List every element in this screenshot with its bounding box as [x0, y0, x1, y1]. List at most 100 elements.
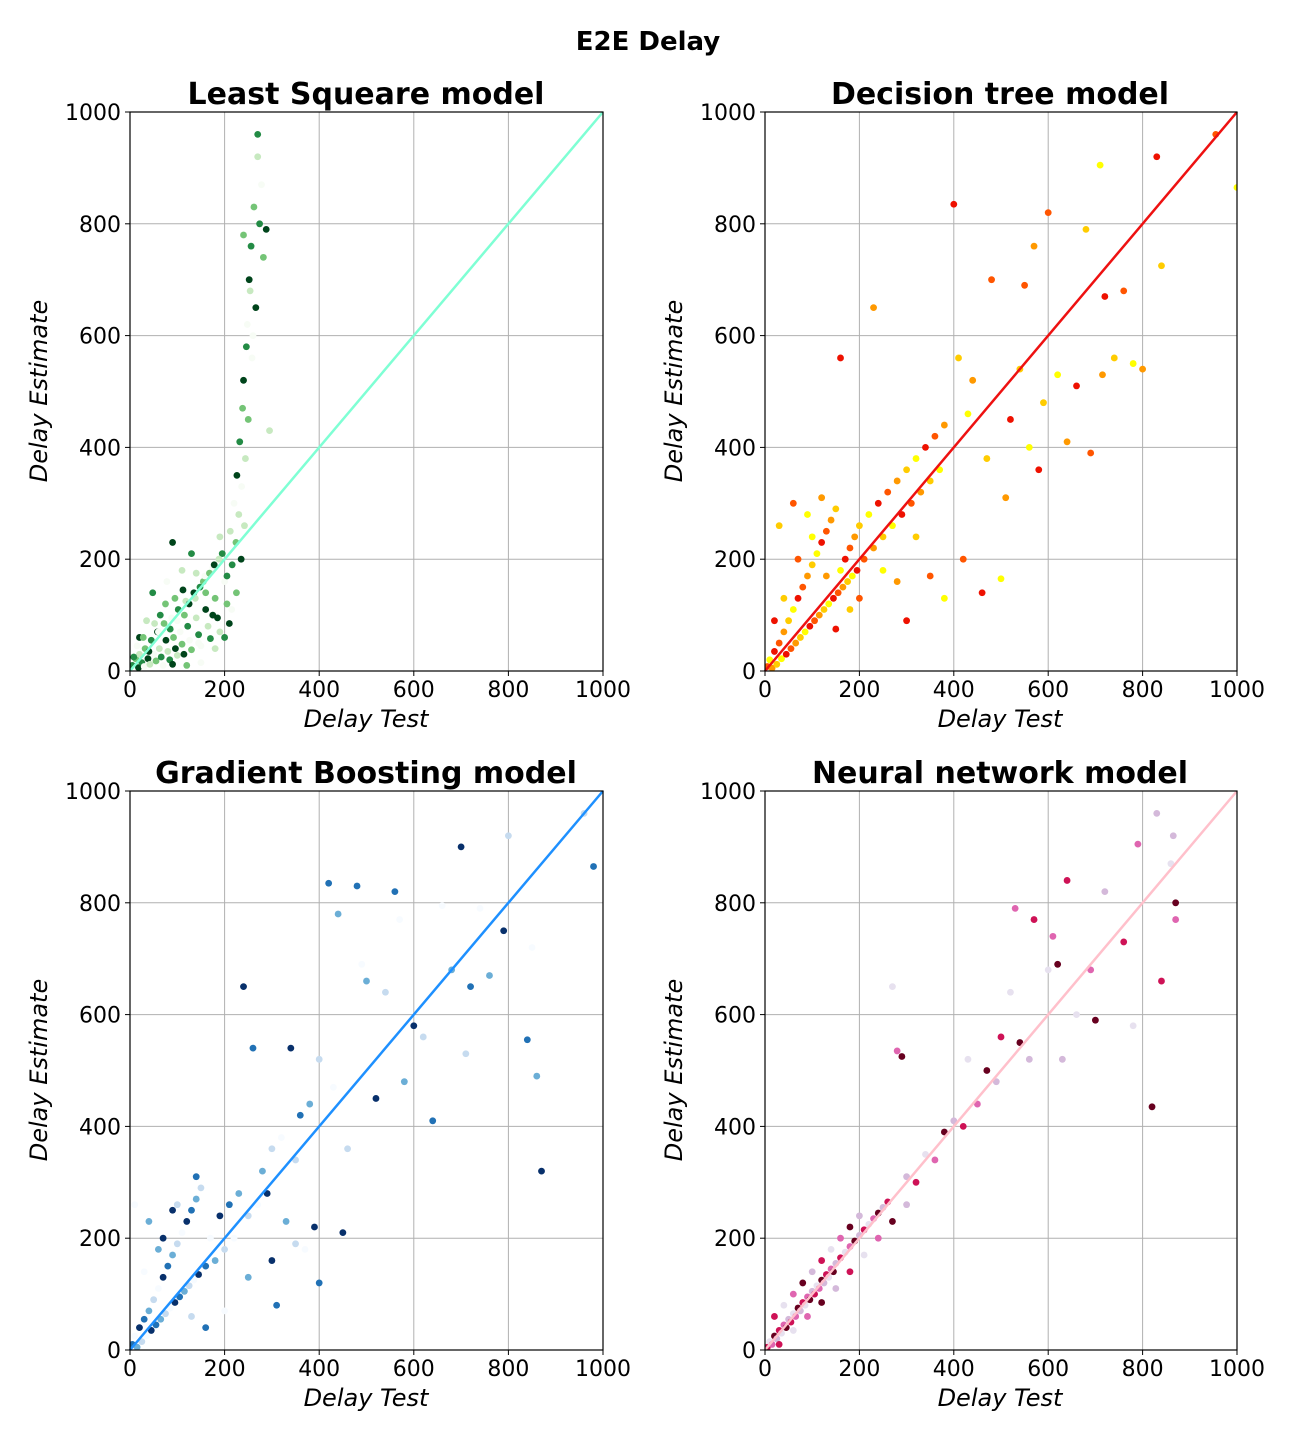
- data-point: [236, 438, 244, 446]
- data-point: [131, 1332, 139, 1340]
- data-point: [266, 427, 273, 435]
- y-tick-label: 1000: [700, 101, 756, 126]
- data-point: [176, 628, 184, 636]
- data-point: [780, 1301, 788, 1309]
- data-point: [1025, 1055, 1033, 1063]
- data-point: [983, 455, 991, 462]
- data-point: [162, 600, 169, 608]
- data-point: [789, 1327, 797, 1334]
- data-point: [144, 655, 152, 663]
- data-point: [1139, 365, 1146, 373]
- data-point: [959, 1123, 967, 1130]
- data-point: [1021, 281, 1028, 289]
- data-point: [226, 527, 234, 535]
- y-tick-label: 1000: [65, 101, 121, 126]
- data-point: [1007, 988, 1014, 996]
- data-point: [221, 1245, 229, 1253]
- data-point: [221, 578, 229, 585]
- y-tick-label: 600: [79, 1004, 121, 1029]
- y-tick-label: 0: [107, 660, 121, 685]
- data-point: [780, 628, 788, 636]
- axes-frame: [764, 111, 1238, 672]
- data-point: [839, 583, 847, 591]
- data-point: [164, 1262, 172, 1270]
- data-point: [818, 1299, 826, 1306]
- data-point: [903, 617, 910, 625]
- data-point: [248, 354, 256, 362]
- data-point: [237, 555, 245, 563]
- data-point: [178, 566, 186, 574]
- data-point: [1101, 293, 1109, 300]
- data-point: [1007, 416, 1014, 423]
- data-point: [438, 902, 446, 909]
- data-point: [822, 572, 830, 580]
- data-point: [215, 555, 223, 563]
- identity-line: [129, 790, 604, 1351]
- x-tick-label: 0: [758, 1357, 772, 1382]
- data-point: [145, 1218, 153, 1225]
- data-point: [1044, 209, 1052, 217]
- data-point: [1044, 966, 1052, 974]
- data-point: [955, 354, 962, 362]
- scatter-points: [130, 809, 597, 1350]
- x-tick-label: 0: [123, 1357, 137, 1382]
- data-point: [247, 242, 255, 250]
- data-point: [221, 1307, 229, 1315]
- data-point: [988, 276, 995, 284]
- data-point: [179, 586, 187, 594]
- data-point: [259, 1167, 266, 1175]
- data-point: [1110, 354, 1118, 362]
- data-point: [159, 1273, 167, 1281]
- data-point: [865, 511, 873, 518]
- data-point: [1129, 360, 1137, 367]
- data-point: [207, 635, 214, 642]
- scatter-points: [130, 130, 273, 671]
- data-point: [400, 1078, 408, 1086]
- data-point: [292, 1240, 299, 1248]
- data-point: [184, 622, 192, 630]
- data-point: [983, 1067, 991, 1074]
- data-point: [789, 1290, 797, 1298]
- data-point: [233, 589, 240, 597]
- plot-area: 00 200 200 400 400 600 600 800 800 1000 1000: [700, 101, 1265, 703]
- data-point: [143, 617, 150, 625]
- data-point: [1082, 225, 1090, 233]
- data-point: [825, 600, 833, 608]
- data-point: [225, 1201, 233, 1209]
- data-point: [172, 645, 179, 653]
- data-point: [188, 1206, 195, 1214]
- data-point: [311, 1223, 318, 1231]
- axes-frame: [764, 790, 1238, 1351]
- data-point: [315, 1055, 323, 1063]
- data-point: [240, 376, 247, 384]
- data-point: [1049, 932, 1057, 940]
- x-tick-label: 400: [298, 1357, 340, 1382]
- data-point: [325, 879, 333, 887]
- data-point: [268, 1145, 276, 1153]
- data-point: [462, 1050, 470, 1058]
- data-point: [358, 960, 366, 968]
- data-point: [997, 1033, 1005, 1041]
- data-point: [225, 620, 233, 627]
- panel-decision-tree: 00 200 200 400 400 600 600 800 800 1000 1000 Decis…: [660, 77, 1265, 733]
- data-point: [538, 1167, 545, 1175]
- data-point: [912, 1178, 920, 1186]
- data-point: [1096, 161, 1104, 169]
- y-tick-label: 0: [742, 1339, 756, 1364]
- data-point: [931, 1156, 939, 1164]
- x-tick-label: 800: [1122, 1357, 1164, 1382]
- data-point: [164, 648, 172, 655]
- data-point: [240, 983, 247, 991]
- data-point: [844, 578, 851, 585]
- data-point: [152, 657, 160, 665]
- panel-gradient-boosting: 00 200 200 400 400 600 600 800 800 1000 1000 Gradi…: [25, 756, 631, 1412]
- x-tick-label: 1000: [1209, 678, 1265, 703]
- data-point: [240, 231, 247, 239]
- y-tick-label: 800: [79, 213, 121, 238]
- data-point: [1054, 960, 1062, 968]
- y-tick-label: 0: [107, 1339, 121, 1364]
- plot-area: 00 200 200 400 400 600 600 800 800 1000 1000: [65, 780, 631, 1382]
- data-point: [209, 611, 217, 619]
- data-point: [169, 539, 176, 546]
- data-point: [282, 1218, 290, 1225]
